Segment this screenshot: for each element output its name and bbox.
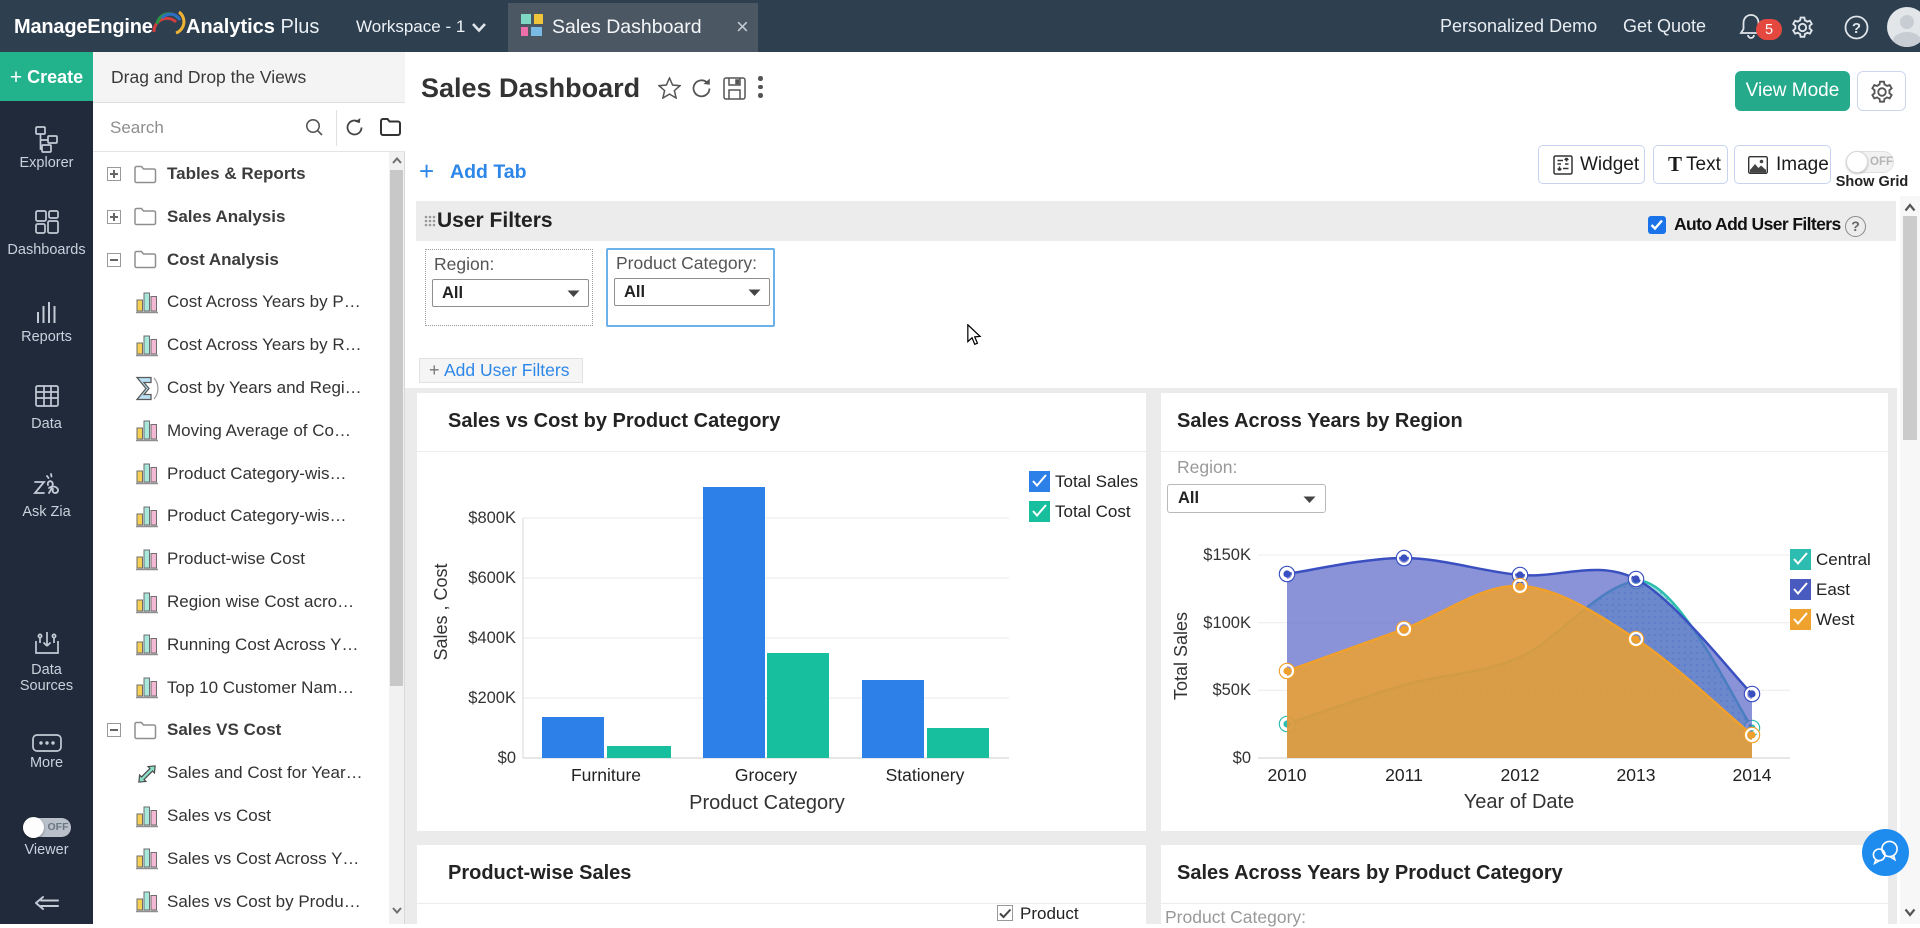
svg-text:2011: 2011	[1385, 765, 1423, 785]
svg-text:2014: 2014	[1733, 765, 1772, 785]
svg-text:2013: 2013	[1617, 765, 1656, 785]
svg-text:Total Sales: Total Sales	[1055, 472, 1138, 491]
svg-text:$200K: $200K	[468, 689, 516, 707]
svg-text:2010: 2010	[1268, 765, 1307, 785]
svg-text:$800K: $800K	[468, 509, 516, 527]
svg-text:Year of Date: Year of Date	[1464, 791, 1574, 813]
svg-text:$400K: $400K	[468, 629, 516, 647]
svg-text:Furniture: Furniture	[571, 765, 641, 785]
svg-text:Central: Central	[1816, 550, 1871, 569]
svg-text:$0: $0	[498, 749, 516, 767]
svg-text:Sales , Cost: Sales , Cost	[431, 563, 451, 660]
svg-text:West: West	[1816, 610, 1855, 629]
svg-text:Total Cost: Total Cost	[1055, 502, 1131, 521]
svg-text:$150K: $150K	[1203, 546, 1251, 564]
svg-text:Grocery: Grocery	[735, 765, 797, 785]
svg-text:East: East	[1816, 580, 1850, 599]
svg-text:$600K: $600K	[468, 569, 516, 587]
svg-text:2012: 2012	[1501, 765, 1540, 785]
svg-text:$0: $0	[1233, 749, 1251, 767]
svg-text:?: ?	[1852, 20, 1861, 37]
svg-text:Product Category: Product Category	[689, 792, 845, 814]
svg-text:$100K: $100K	[1203, 614, 1251, 632]
svg-text:$50K: $50K	[1212, 681, 1251, 699]
svg-text:Total Sales: Total Sales	[1171, 612, 1191, 700]
svg-text:Stationery: Stationery	[886, 765, 965, 785]
